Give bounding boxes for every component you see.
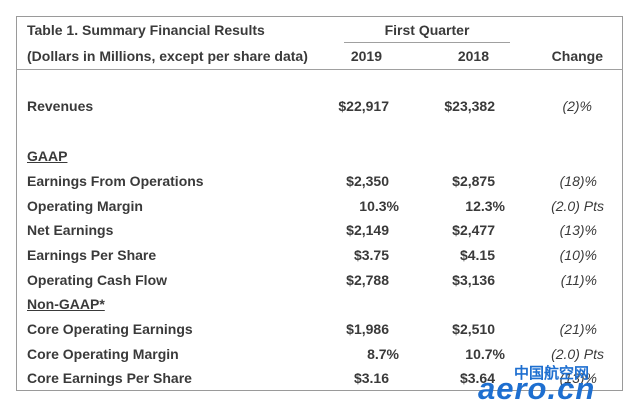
non-gaap-row-2019: 8.7% [367,346,399,362]
gaap-row-change: (2.0) Pts [551,198,604,214]
table-frame [16,16,623,391]
table-title: Table 1. Summary Financial Results [27,22,265,38]
gaap-row-2018: $2,875 [452,173,495,189]
table-subtitle: (Dollars in Millions, except per share d… [27,48,308,64]
gaap-row-2019: 10.3% [359,198,399,214]
gaap-row-label: Earnings From Operations [27,173,204,189]
gaap-row-change: (18)% [559,173,597,189]
gaap-row-2018: $4.15 [459,247,495,263]
gaap-row-label: Net Earnings [27,222,114,238]
gaap-row-label: Operating Cash Flow [27,272,168,288]
non-gaap-row-2018: $3.64 [459,370,495,386]
non-gaap-row-label: Core Earnings Per Share [27,370,192,386]
gaap-row-label: Operating Margin [27,198,143,214]
column-header-2018: 2018 [457,48,489,64]
column-header-change: Change [551,48,603,64]
non-gaap-row-label: Core Operating Earnings [27,321,193,337]
section-non-gaap: Non-GAAP* [27,296,105,312]
header-divider [16,69,623,70]
revenues-2018: $23,382 [444,98,495,114]
non-gaap-row-2019: $1,986 [346,321,389,337]
gaap-row-2019: $2,149 [346,222,389,238]
period-header-rule [344,42,510,43]
gaap-row-2019: $2,350 [346,173,389,189]
gaap-row-2018: $3,136 [452,272,495,288]
gaap-row-2018: $2,477 [452,222,495,238]
section-gaap: GAAP [27,148,68,164]
non-gaap-row-change: (21)% [559,321,597,337]
non-gaap-row-2019: $3.16 [353,370,389,386]
revenues-2019: $22,917 [338,98,389,114]
column-header-2019: 2019 [350,48,382,64]
revenues-change: (2)% [562,98,592,114]
gaap-row-change: (10)% [559,247,597,263]
non-gaap-row-2018: $2,510 [452,321,495,337]
non-gaap-row-label: Core Operating Margin [27,346,179,362]
gaap-row-label: Earnings Per Share [27,247,157,263]
gaap-row-change: (13)% [559,222,597,238]
watermark-chinese-text: 中国航空网 [514,364,590,382]
watermark-brand-text: aero.cn [478,371,596,406]
non-gaap-row-2018: 10.7% [465,346,505,362]
gaap-row-change: (11)% [560,272,597,288]
revenues-label: Revenues [27,98,94,114]
gaap-row-2019: $2,788 [346,272,389,288]
gaap-row-2019: $3.75 [353,247,389,263]
non-gaap-row-change: (13)% [559,370,597,386]
period-header: First Quarter [384,22,470,38]
non-gaap-row-change: (2.0) Pts [551,346,604,362]
aero-cn-watermark: 中国航空网 aero.cn [478,362,638,407]
gaap-row-2018: 12.3% [465,198,505,214]
